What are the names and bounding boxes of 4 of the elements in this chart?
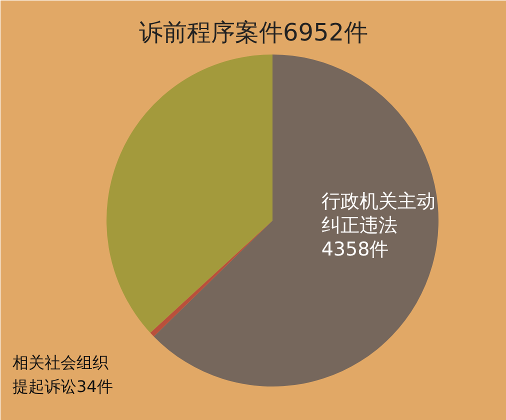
slice-label: 相关社会组织提起诉讼34件 <box>12 353 113 396</box>
data-label: 4358件 <box>321 238 389 260</box>
slice-label: 行政机关主动纠正违法 <box>321 190 436 236</box>
chart-title: 诉前程序案件6952件 <box>138 18 368 46</box>
